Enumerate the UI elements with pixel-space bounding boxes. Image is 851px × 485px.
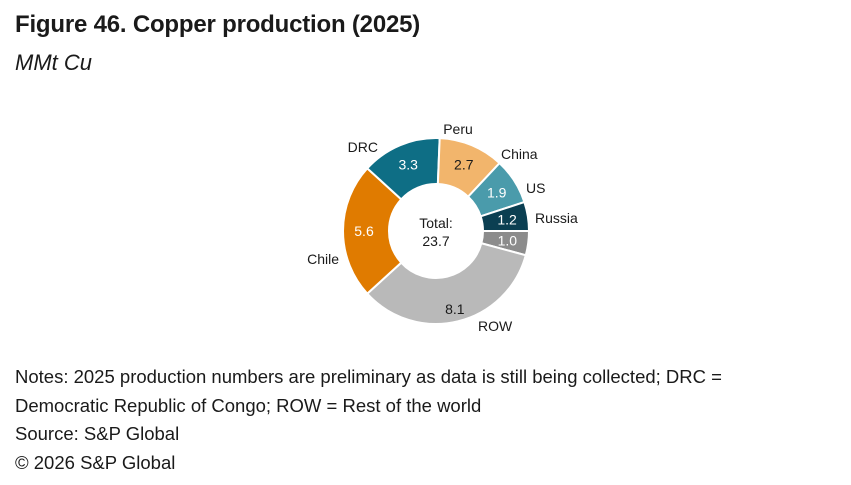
category-label-russia: Russia [535, 210, 578, 226]
value-labels: 1.0 8.1 5.6 3.3 2.7 1.9 1.2 [354, 157, 517, 317]
copyright-line: © 2026 S&P Global [15, 451, 176, 473]
category-label-drc: DRC [348, 139, 378, 155]
donut-slices [342, 137, 531, 325]
notes-line-2: Democratic Republic of Congo; ROW = Rest… [15, 394, 482, 416]
center-total-value: 23.7 [422, 233, 449, 249]
notes-block: Notes: 2025 production numbers are preli… [15, 363, 845, 477]
value-label-china: 1.9 [487, 184, 507, 200]
source-line: Source: S&P Global [15, 423, 180, 444]
figure-subtitle: MMt Cu [15, 50, 92, 75]
notes-line-1: Notes: 2025 production numbers are preli… [15, 366, 722, 387]
category-label-row: ROW [478, 318, 513, 334]
value-label-drc: 3.3 [398, 157, 418, 173]
slice-row [365, 242, 528, 325]
slice-us [479, 200, 531, 232]
category-label-chile: Chile [307, 251, 339, 267]
slice-chile [342, 166, 403, 296]
figure-title: Figure 46. Copper production (2025) [15, 11, 421, 38]
category-label-peru: Peru [443, 121, 473, 137]
value-label-peru: 2.7 [454, 157, 474, 173]
value-label-russia: 1.0 [498, 232, 518, 248]
category-label-us: US [526, 180, 545, 196]
value-label-us: 1.2 [497, 212, 517, 228]
value-label-row: 8.1 [445, 301, 465, 317]
value-label-chile: 5.6 [354, 223, 374, 239]
category-label-china: China [501, 146, 538, 162]
category-labels: Russia ROW Chile DRC Peru China US [307, 121, 578, 334]
center-total-label: Total: [419, 215, 452, 231]
